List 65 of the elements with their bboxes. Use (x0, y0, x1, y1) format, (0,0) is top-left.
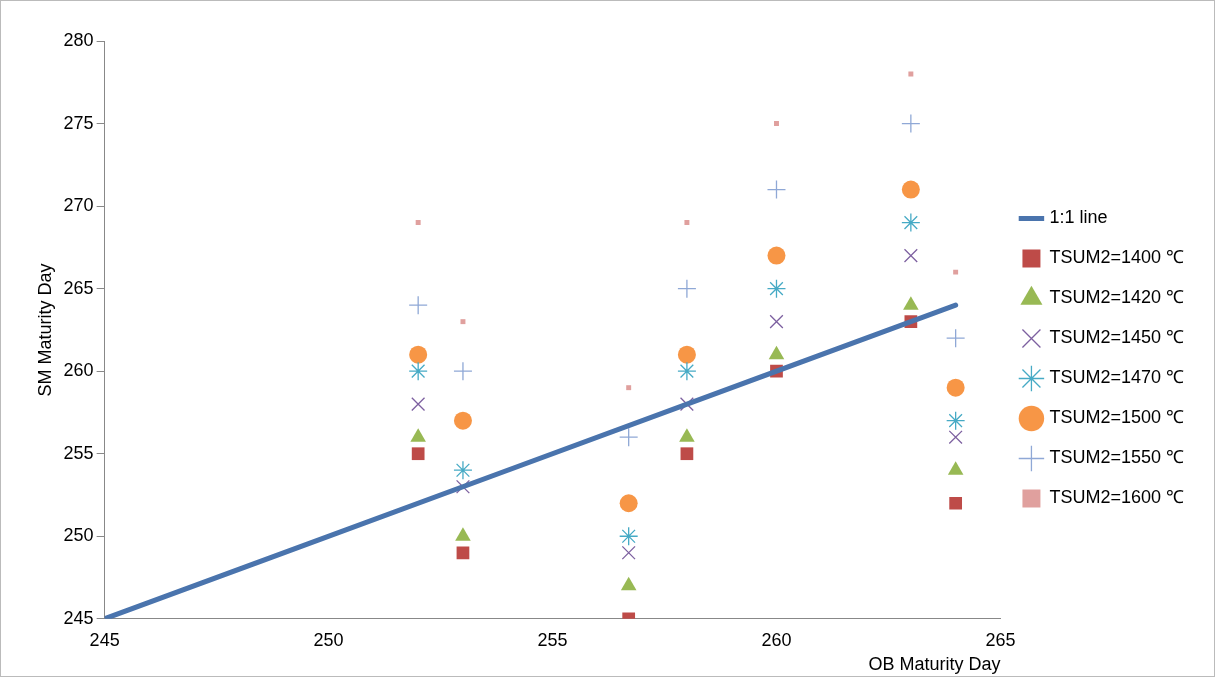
y-tick-label: 255 (63, 442, 94, 463)
point (415, 220, 421, 226)
y-tick-label: 275 (63, 112, 94, 133)
point (766, 278, 787, 299)
point (946, 411, 966, 431)
point (903, 248, 918, 263)
y-tick-label: 265 (63, 277, 94, 298)
point (677, 345, 696, 364)
point (619, 526, 639, 546)
point (901, 113, 921, 134)
legend-label: 1:1 line (1049, 207, 1108, 228)
point (949, 496, 963, 510)
x-tick-label: 245 (89, 629, 120, 650)
legend-label: TSUM2=1470 ℃ (1049, 367, 1184, 388)
y-tick-label: 245 (63, 607, 94, 628)
point (408, 295, 428, 315)
point (953, 269, 959, 275)
point (621, 545, 636, 560)
y-tick-label: 250 (63, 525, 94, 546)
point (946, 378, 965, 397)
point (947, 461, 964, 475)
point (677, 278, 697, 299)
point (766, 179, 787, 200)
point (619, 427, 639, 447)
legend-label: TSUM2=1500 ℃ (1049, 407, 1184, 428)
y-tick-label: 260 (63, 360, 94, 381)
point (409, 345, 428, 364)
point (946, 328, 966, 348)
y-tick-label: 280 (63, 29, 94, 50)
x-tick-label: 255 (537, 629, 568, 650)
point (684, 220, 690, 226)
point (901, 180, 920, 199)
point (774, 121, 779, 127)
legend-label: TSUM2=1400 ℃ (1049, 247, 1184, 268)
x-axis-title: OB Maturity Day (868, 654, 1001, 675)
point (411, 397, 426, 412)
x-tick-label: 250 (313, 629, 344, 650)
point (453, 411, 472, 430)
point (619, 494, 638, 513)
point (408, 361, 428, 381)
legend-label: TSUM2=1600 ℃ (1049, 487, 1184, 508)
legend-label: TSUM2=1450 ℃ (1049, 327, 1184, 348)
point (455, 527, 471, 541)
x-tick-label: 265 (985, 629, 1016, 650)
point (453, 361, 473, 381)
point (620, 576, 637, 591)
point (460, 319, 466, 325)
point (769, 314, 784, 329)
y-axis-title: SM Maturity Day (34, 263, 55, 397)
point (677, 361, 697, 381)
point (626, 385, 632, 391)
point (410, 428, 426, 442)
legend-label: TSUM2=1550 ℃ (1049, 447, 1184, 468)
point (768, 345, 785, 360)
x-tick-label: 260 (761, 629, 792, 650)
point (767, 246, 786, 265)
point (679, 428, 695, 442)
point (456, 546, 470, 560)
point (453, 460, 473, 480)
y-tick-label: 270 (63, 195, 94, 216)
point (901, 212, 921, 233)
point (948, 430, 963, 445)
legend-label: TSUM2=1420 ℃ (1049, 287, 1184, 308)
point (411, 447, 425, 461)
point (680, 447, 694, 461)
